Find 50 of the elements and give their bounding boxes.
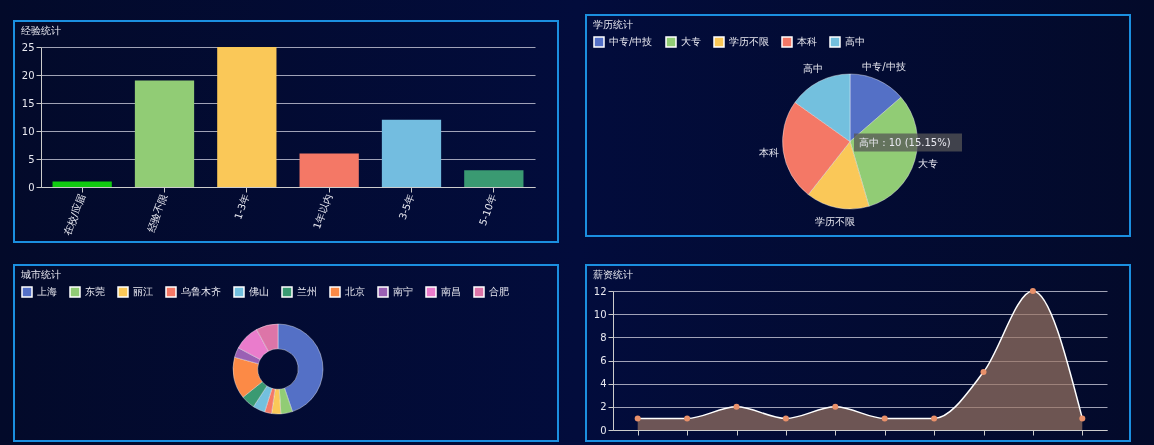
chart-title: 薪资统计 bbox=[593, 269, 634, 280]
legend-label: 学历不限 bbox=[729, 36, 769, 47]
legend-label: 南昌 bbox=[441, 286, 461, 297]
legend-label: 兰州 bbox=[297, 286, 317, 297]
bar bbox=[381, 119, 442, 187]
chart-title: 学历统计 bbox=[593, 19, 633, 30]
slice-label: 中专/中技 bbox=[862, 61, 906, 73]
x-tick-label: 经验不限 bbox=[145, 192, 170, 234]
y-tick-label: 12 bbox=[593, 285, 607, 297]
y-tick-label: 10 bbox=[593, 308, 607, 320]
bar bbox=[464, 170, 524, 187]
y-tick-label: 5 bbox=[28, 153, 35, 165]
text: 高中 : 10 (15.15%) bbox=[859, 136, 951, 148]
y-tick-label: 25 bbox=[21, 41, 35, 53]
x-tick-label: 在校/应届 bbox=[61, 192, 87, 237]
legend-label: 丽江 bbox=[133, 286, 153, 297]
legend-label: 北京 bbox=[345, 286, 365, 297]
slice-label: 本科 bbox=[759, 147, 780, 159]
chart-title: 城市统计 bbox=[20, 269, 61, 280]
x-tick-label: 3-5年 bbox=[396, 192, 417, 221]
legend-label: 本科 bbox=[797, 36, 817, 47]
legend-label: 合肥 bbox=[489, 286, 509, 297]
chart-title: 经验统计 bbox=[21, 25, 62, 36]
y-tick-label: 4 bbox=[600, 378, 607, 390]
y-tick-label: 15 bbox=[21, 97, 35, 109]
legend-label: 中专/中技 bbox=[609, 36, 653, 47]
legend-label: 乌鲁木齐 bbox=[181, 286, 221, 297]
x-tick-label: 1年以内 bbox=[311, 192, 334, 231]
y-tick-label: 10 bbox=[21, 125, 35, 137]
legend-label: 大专 bbox=[681, 36, 701, 47]
bar bbox=[134, 80, 195, 187]
y-tick-label: 0 bbox=[28, 181, 35, 193]
y-tick-label: 0 bbox=[600, 424, 607, 436]
bar bbox=[299, 153, 359, 187]
slice-label: 高中 bbox=[802, 63, 823, 75]
legend-label: 东莞 bbox=[85, 286, 105, 297]
legend-label: 佛山 bbox=[249, 286, 269, 297]
legend-label: 高中 bbox=[845, 36, 865, 47]
legend-label: 南宁 bbox=[393, 286, 413, 297]
y-tick-label: 6 bbox=[600, 355, 607, 366]
bar bbox=[217, 47, 277, 187]
y-tick-label: 20 bbox=[21, 69, 35, 81]
y-tick-label: 8 bbox=[600, 331, 607, 343]
bar bbox=[52, 181, 112, 187]
x-tick-label: 1-3年 bbox=[232, 192, 252, 221]
legend-label: 上海 bbox=[37, 286, 57, 297]
slice-label: 学历不限 bbox=[814, 215, 855, 227]
slice-label: 大专 bbox=[918, 158, 939, 170]
y-tick-label: 2 bbox=[600, 401, 607, 413]
x-tick-label: 5-10年 bbox=[477, 192, 499, 227]
